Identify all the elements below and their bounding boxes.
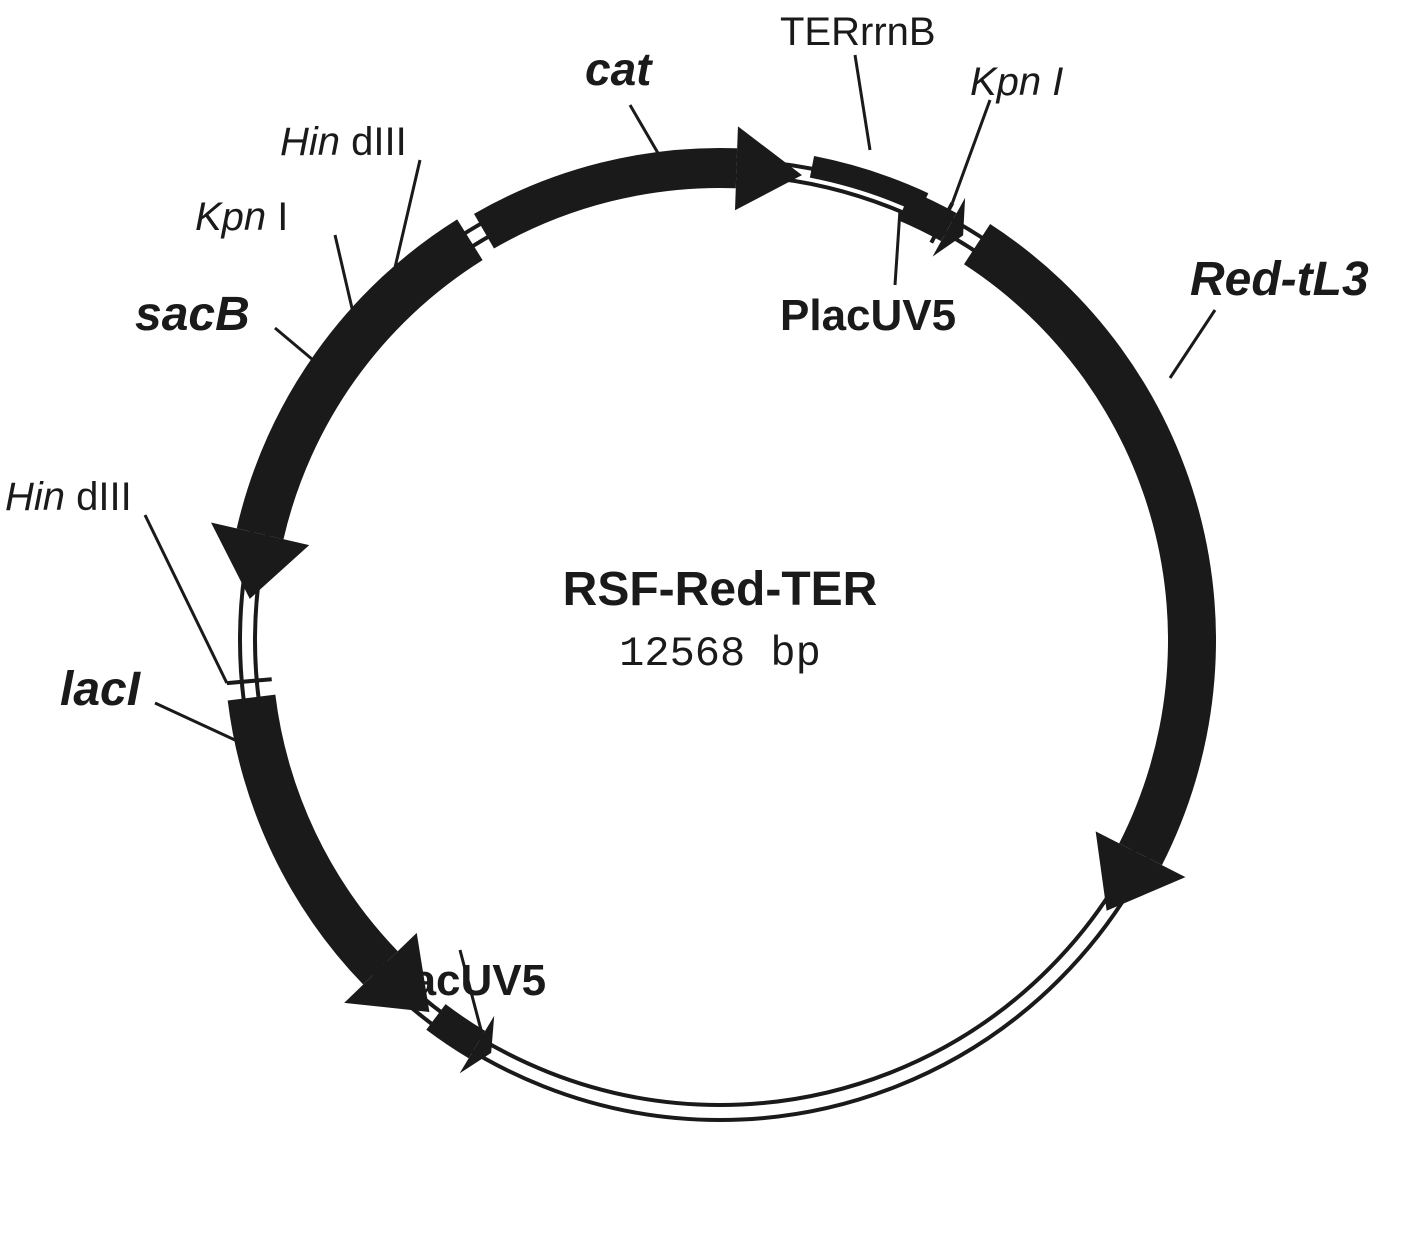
feature-label: PlacUV5 [780, 291, 956, 340]
feature-label: Red-tL3 [1190, 253, 1369, 306]
feature-tick [855, 55, 870, 150]
plasmid-name: RSF-Red-TER [563, 563, 878, 616]
feature-label: TERrrnB [780, 10, 936, 54]
feature-cat [474, 126, 802, 248]
restriction-site-label: Kpn I [195, 195, 288, 239]
restriction-site-leader [952, 100, 990, 203]
restriction-site-label: Hin dIII [5, 475, 132, 519]
feature-tick [630, 105, 662, 160]
restriction-site-label: Hin dIII [280, 120, 407, 164]
feature-tick [1170, 310, 1215, 378]
feature-label: sacB [135, 288, 250, 341]
restriction-site-leader [145, 515, 227, 683]
plasmid-size: 12568 bp [619, 630, 821, 678]
feature-sacb [211, 219, 483, 598]
feature-tick [895, 210, 900, 285]
feature-red-tl3 [964, 224, 1216, 911]
feature-laci [228, 695, 430, 1012]
restriction-site-leader [335, 235, 352, 309]
feature-label: cat [585, 43, 653, 95]
feature-tick [275, 328, 325, 370]
feature-placuv5 [898, 191, 965, 257]
plasmid-map: catTERrrnBPlacUV5Red-tL3PlacUV5lacIsacBH… [0, 0, 1416, 1252]
restriction-site-tick [227, 679, 272, 683]
feature-label: lacI [60, 663, 142, 716]
feature-tick [155, 703, 235, 740]
restriction-site-label: Kpn I [970, 60, 1063, 104]
